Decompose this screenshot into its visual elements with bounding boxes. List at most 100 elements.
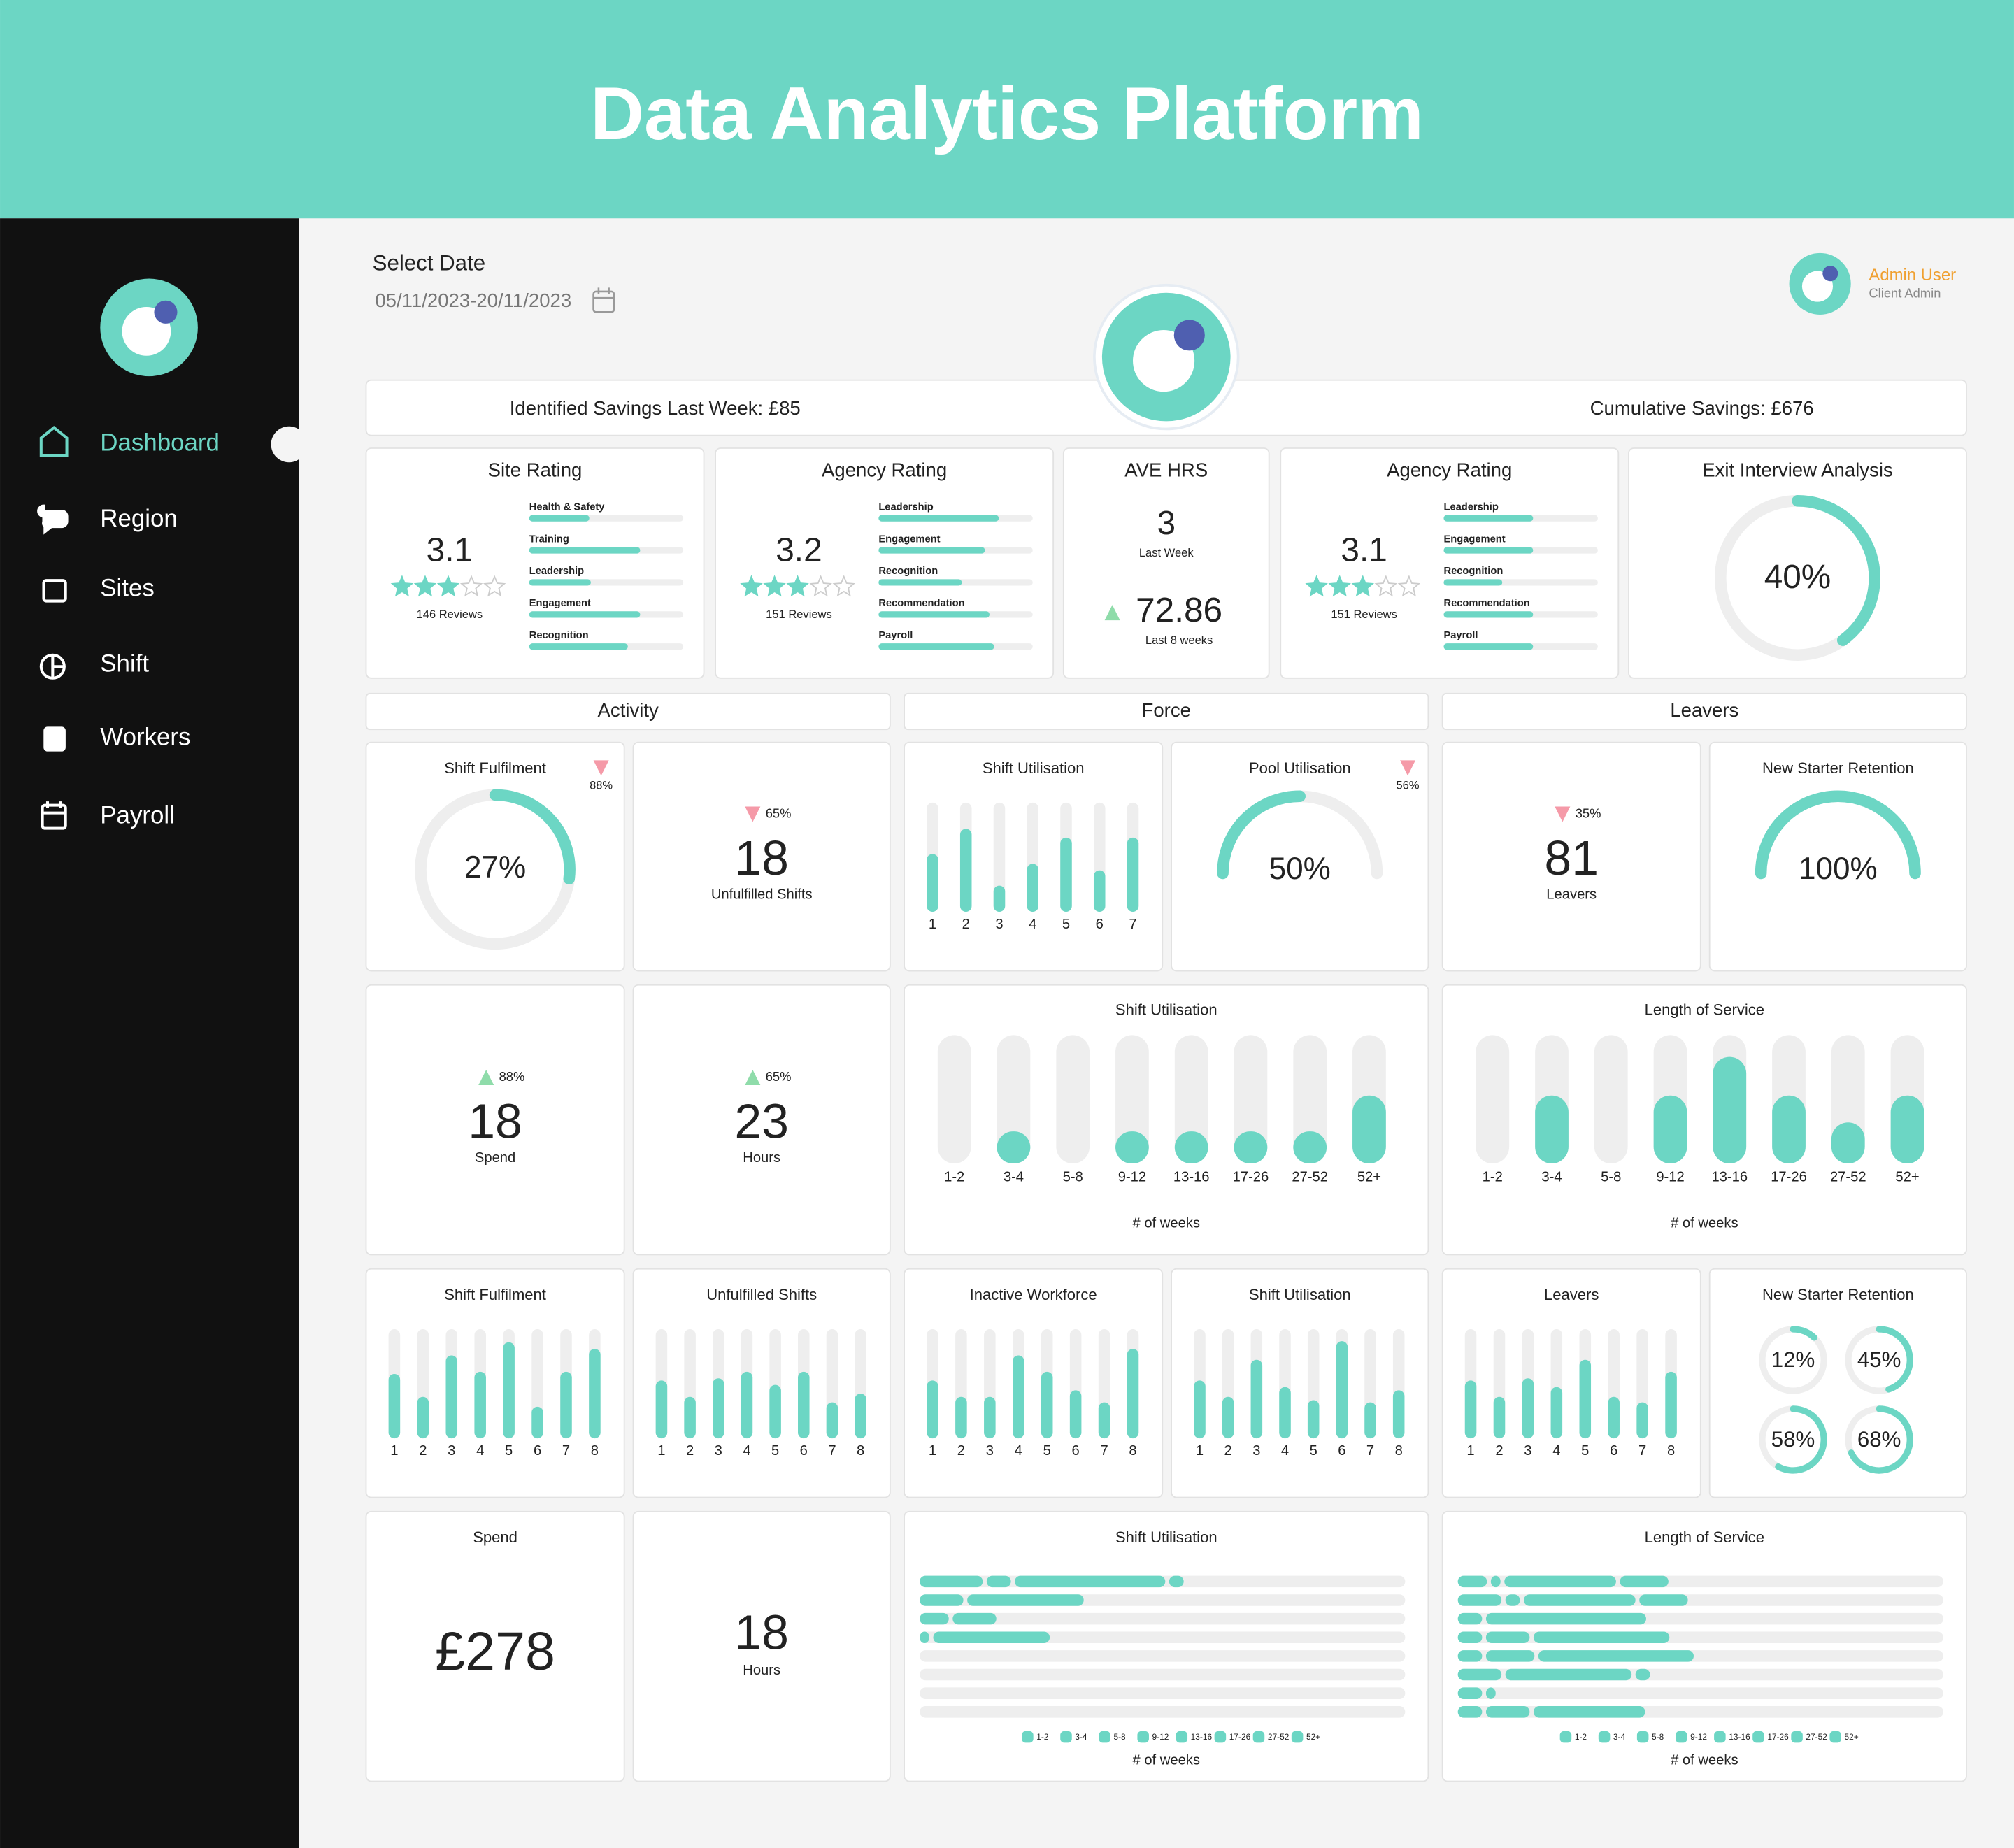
bar bbox=[1098, 1402, 1110, 1439]
x-tick-label: 7 bbox=[1100, 1443, 1108, 1459]
stat-value: 18 bbox=[734, 1605, 789, 1659]
legend-swatch bbox=[1752, 1731, 1764, 1743]
bar bbox=[1636, 1402, 1648, 1439]
trend-up bbox=[478, 1069, 494, 1086]
star bbox=[1328, 575, 1351, 597]
date-label: Select Date bbox=[373, 251, 485, 275]
nav-item[interactable]: Shift bbox=[100, 650, 149, 678]
bar bbox=[1392, 1390, 1405, 1439]
rating-item-label: Recognition bbox=[529, 630, 589, 641]
change-label: 88% bbox=[499, 1069, 525, 1084]
nav-item[interactable]: Dashboard bbox=[100, 429, 220, 457]
bar bbox=[955, 1396, 967, 1439]
card bbox=[365, 1510, 625, 1782]
calendar-icon[interactable] bbox=[592, 287, 615, 313]
x-tick-label: 4 bbox=[476, 1443, 484, 1459]
rating-bar bbox=[529, 515, 590, 522]
rating-bar bbox=[1443, 515, 1534, 522]
ring-arc bbox=[1775, 1405, 1827, 1474]
hbar-segment bbox=[1505, 1594, 1520, 1606]
rating-item-label: Training bbox=[529, 533, 569, 545]
center-logo bbox=[1093, 283, 1240, 431]
ring-arc bbox=[1876, 1326, 1913, 1393]
pill-bar bbox=[1174, 1131, 1208, 1164]
legend-swatch bbox=[1636, 1731, 1649, 1743]
bar bbox=[417, 1396, 429, 1439]
trend-down bbox=[593, 760, 609, 776]
x-tick-label: 8 bbox=[1667, 1443, 1675, 1459]
nav-item[interactable]: Workers bbox=[100, 723, 190, 750]
hours-value: 3 bbox=[1157, 505, 1176, 542]
x-tick-label: 1-2 bbox=[1483, 1170, 1503, 1185]
pill-bar bbox=[997, 1131, 1031, 1164]
star bbox=[436, 575, 460, 597]
legend-label: 52+ bbox=[1306, 1732, 1320, 1742]
rating-item-label: Health & Safety bbox=[529, 501, 606, 513]
x-tick-label: 13-16 bbox=[1711, 1170, 1748, 1185]
nav-item[interactable]: Sites bbox=[100, 574, 155, 601]
pill-bar bbox=[1535, 1095, 1569, 1164]
bar bbox=[1665, 1371, 1677, 1439]
legend-swatch bbox=[1137, 1731, 1149, 1743]
rating-score: 3.2 bbox=[776, 531, 822, 568]
star bbox=[786, 575, 809, 597]
header-bar bbox=[0, 0, 2014, 219]
card bbox=[904, 984, 1429, 1256]
date-range[interactable]: 05/11/2023-20/11/2023 bbox=[375, 289, 571, 311]
x-tick-label: 3 bbox=[1524, 1443, 1531, 1459]
star bbox=[832, 575, 855, 597]
ring-label: 45% bbox=[1857, 1347, 1901, 1372]
x-tick-label: 5 bbox=[1310, 1443, 1317, 1459]
bar bbox=[1579, 1359, 1592, 1439]
nav-item[interactable]: Region bbox=[100, 505, 178, 532]
card bbox=[632, 984, 891, 1256]
bar bbox=[655, 1380, 668, 1439]
rating-bar bbox=[1443, 611, 1534, 618]
pill-track bbox=[937, 1035, 971, 1164]
hbar-segment bbox=[1533, 1706, 1645, 1718]
rating-bar bbox=[1443, 643, 1534, 650]
bar bbox=[1250, 1359, 1263, 1439]
legend-label: 17-26 bbox=[1767, 1732, 1789, 1742]
rating-bar bbox=[878, 547, 985, 554]
rating-reviews: 151 Reviews bbox=[1331, 608, 1397, 621]
section-title: Force bbox=[1142, 699, 1191, 721]
section-title: Leavers bbox=[1670, 699, 1738, 721]
user-name[interactable]: Admin User bbox=[1869, 266, 1956, 285]
x-tick-label: 1 bbox=[657, 1443, 665, 1459]
nav-item[interactable]: Payroll bbox=[100, 801, 175, 829]
x-tick-label: 1 bbox=[1466, 1443, 1474, 1459]
card-title: New Starter Retention bbox=[1762, 759, 1914, 777]
legend-swatch bbox=[1291, 1731, 1304, 1743]
hbar-segment bbox=[986, 1575, 1011, 1588]
hbar-segment bbox=[920, 1594, 964, 1606]
ring-label: 68% bbox=[1857, 1427, 1901, 1452]
card-title: Length of Service bbox=[1645, 1528, 1764, 1546]
section-header bbox=[1441, 692, 1967, 731]
bar bbox=[531, 1406, 543, 1439]
x-tick-label: 2 bbox=[1224, 1443, 1232, 1459]
icon-sites bbox=[42, 579, 67, 603]
ring-label: 12% bbox=[1771, 1347, 1815, 1372]
rating-item-label: Payroll bbox=[878, 630, 913, 641]
x-tick-label: 5-8 bbox=[1601, 1170, 1621, 1185]
rating-score: 3.1 bbox=[427, 531, 473, 568]
x-tick-label: 6 bbox=[534, 1443, 541, 1459]
change-label: 65% bbox=[766, 1069, 792, 1084]
hbar-segment bbox=[1457, 1650, 1483, 1662]
user-avatar[interactable] bbox=[1789, 252, 1851, 315]
icon-payroll bbox=[41, 801, 67, 830]
card-title: Agency Rating bbox=[1387, 459, 1512, 480]
hbar-segment bbox=[1169, 1575, 1184, 1588]
card-title: Shift Utilisation bbox=[983, 759, 1085, 777]
legend-label: 5-8 bbox=[1652, 1732, 1664, 1742]
bar bbox=[560, 1371, 572, 1439]
card bbox=[632, 1268, 891, 1498]
rating-item-label: Leadership bbox=[529, 566, 584, 577]
card-title: New Starter Retention bbox=[1762, 1286, 1914, 1303]
x-tick-label: 3 bbox=[448, 1443, 455, 1459]
hbar-segment bbox=[1485, 1612, 1647, 1625]
bar bbox=[1093, 870, 1106, 912]
pill-track bbox=[1115, 1035, 1149, 1164]
sidebar-logo bbox=[100, 278, 198, 377]
